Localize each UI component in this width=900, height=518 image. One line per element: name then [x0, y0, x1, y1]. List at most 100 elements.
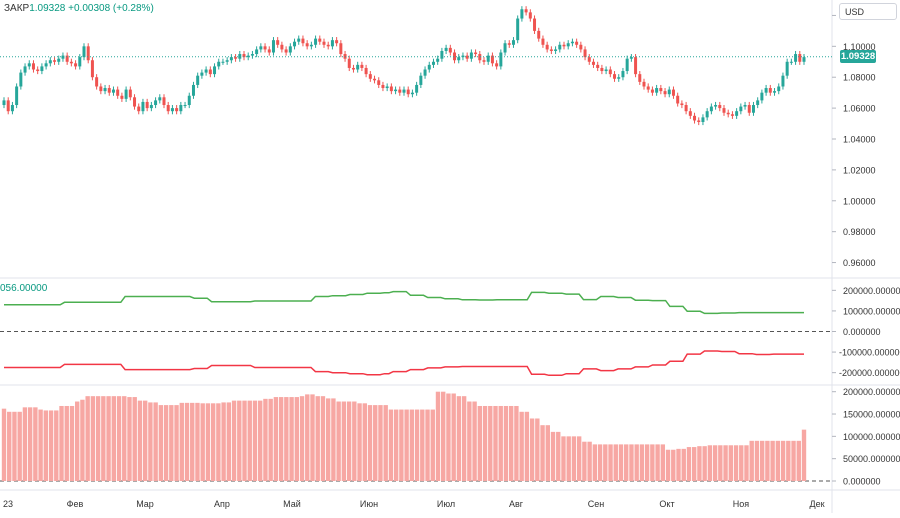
candle-body — [158, 97, 162, 101]
volume-bar — [545, 425, 550, 481]
candle-body — [579, 44, 583, 50]
candle-body — [537, 30, 541, 39]
candle-body — [410, 92, 414, 95]
candle-body — [238, 54, 242, 59]
volume-bar — [320, 396, 326, 481]
volume-bar — [336, 401, 341, 481]
candle-body — [701, 117, 705, 123]
volume-bar — [420, 409, 425, 481]
candle-body — [680, 103, 684, 106]
candle-body — [423, 69, 427, 76]
candle-body — [356, 64, 360, 70]
candle-body — [516, 18, 520, 41]
candle-body — [74, 63, 78, 67]
candle-body — [288, 46, 292, 53]
candle-body — [448, 47, 452, 53]
candle-body — [709, 106, 713, 112]
candle-body — [234, 57, 238, 59]
volume-bar — [210, 403, 216, 481]
volume-bar — [221, 402, 226, 481]
candle-body — [444, 47, 448, 51]
volume-bar — [101, 396, 106, 481]
candle-body — [469, 52, 473, 59]
volume-bar — [749, 440, 754, 481]
candle-body — [591, 61, 595, 65]
candle-body — [217, 61, 221, 67]
volume-bar — [357, 403, 362, 481]
volume-bar — [54, 410, 59, 481]
volume-bar — [362, 403, 367, 481]
volume-bar — [796, 440, 801, 481]
candle-body — [718, 105, 722, 109]
candle-body — [705, 111, 709, 118]
volume-bar — [388, 409, 394, 481]
candle-body — [271, 40, 275, 53]
x-tick-label: Июл — [437, 499, 455, 509]
candle-body — [583, 49, 587, 58]
volume-bar — [310, 394, 315, 481]
candle-body — [743, 105, 747, 107]
volume-bar — [33, 407, 38, 481]
candle-body — [120, 95, 124, 99]
volume-bar — [780, 440, 786, 481]
candle-body — [751, 105, 755, 113]
candle-body — [511, 40, 515, 45]
volume-bar — [414, 409, 420, 481]
candle-body — [503, 43, 507, 53]
volume-bar — [341, 401, 347, 481]
candle-body — [756, 100, 760, 106]
candles-group — [2, 6, 806, 126]
volume-bar — [461, 396, 467, 481]
candle-body — [646, 86, 650, 90]
volume-bar — [608, 444, 613, 481]
candle-body — [107, 88, 111, 93]
candle-body — [200, 72, 204, 76]
volume-bar — [111, 396, 116, 481]
candle-body — [69, 61, 73, 64]
volume-bar — [519, 411, 524, 481]
indicator-value-label: 056.00000 — [0, 283, 48, 294]
candle-body — [617, 77, 621, 79]
candle-body — [40, 66, 44, 72]
candle-body — [339, 43, 343, 55]
candle-body — [735, 111, 739, 116]
volume-bar — [216, 403, 221, 481]
volume-bar — [655, 444, 660, 481]
candle-body — [596, 64, 600, 68]
candle-body — [554, 49, 558, 51]
y-tick-label: -100000.000000 — [839, 348, 900, 358]
candle-body — [137, 106, 141, 112]
volume-bar — [650, 444, 655, 481]
candle-body — [520, 9, 524, 19]
candle-body — [730, 114, 734, 116]
volume-bar — [184, 402, 190, 481]
candle-body — [82, 46, 86, 58]
candle-body — [726, 112, 730, 115]
volume-bar — [205, 403, 211, 481]
volume-bar — [540, 425, 545, 481]
x-tick-label: Авг — [509, 499, 524, 509]
candle-body — [242, 54, 246, 58]
y-tick-label: 100000.000000 — [843, 432, 900, 442]
candle-body — [663, 91, 667, 95]
long-positions-line — [4, 290, 804, 315]
volume-bar — [639, 444, 645, 481]
volume-bar — [142, 400, 148, 481]
candle-body — [549, 49, 553, 51]
candle-body — [36, 69, 40, 72]
volume-bar — [383, 405, 388, 481]
candle-body — [145, 101, 149, 109]
volume-bar — [169, 405, 174, 481]
volume-bar — [503, 405, 509, 481]
volume-bar — [352, 401, 357, 481]
candle-body — [490, 55, 494, 64]
candle-body — [221, 61, 225, 63]
volume-bar — [80, 399, 85, 481]
candle-body — [482, 60, 486, 62]
currency-button[interactable]: USD — [839, 3, 897, 20]
volume-bar — [472, 401, 477, 481]
candle-body — [486, 55, 490, 62]
candle-body — [170, 108, 174, 112]
volume-bar — [299, 396, 305, 481]
volume-bar — [137, 400, 143, 481]
